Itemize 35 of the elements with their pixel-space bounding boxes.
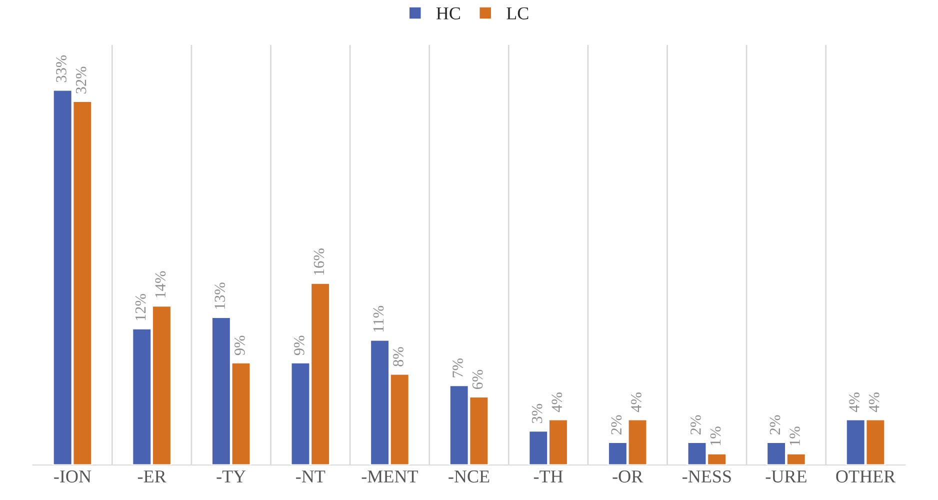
data-label: 9% [234, 336, 245, 356]
data-label: 9% [294, 336, 304, 356]
data-label: 12% [135, 294, 146, 320]
data-label: 14% [155, 271, 166, 298]
data-label: 4% [868, 392, 880, 412]
x-tick-label: -URE [766, 470, 806, 483]
data-label: 13% [214, 282, 226, 309]
data-label: 32% [76, 66, 86, 94]
x-tick-label: -OR [612, 470, 644, 483]
legend-label: LC [506, 7, 528, 20]
data-label: 7% [452, 358, 463, 378]
x-tick-label: -NESS [682, 470, 731, 483]
data-label: 4% [552, 392, 562, 412]
x-tick-label: -TH [534, 470, 563, 482]
x-tick-label: -MENT [362, 470, 418, 482]
data-label: 3% [532, 404, 542, 424]
data-label: 2% [690, 415, 701, 434]
data-label: 2% [770, 415, 780, 434]
x-tick-label: -TY [216, 470, 246, 482]
x-tick-label: OTHER [836, 470, 896, 483]
data-label: 11% [373, 306, 384, 332]
x-tick-label: -NCE [448, 470, 490, 483]
data-label: 1% [790, 426, 800, 446]
data-label: 6% [472, 370, 483, 390]
x-tick-label: -NT [296, 470, 326, 482]
x-tick-label: -ER [138, 470, 166, 482]
data-label: 33% [56, 55, 66, 82]
data-label: 2% [611, 415, 622, 434]
data-label: 16% [314, 248, 324, 275]
x-tick-label: -ION [54, 470, 92, 483]
data-label: 1% [710, 426, 721, 446]
data-label: 4% [631, 392, 642, 412]
data-label: 8% [393, 347, 404, 366]
data-label: 4% [849, 392, 860, 412]
legend-label: HC [436, 7, 460, 20]
